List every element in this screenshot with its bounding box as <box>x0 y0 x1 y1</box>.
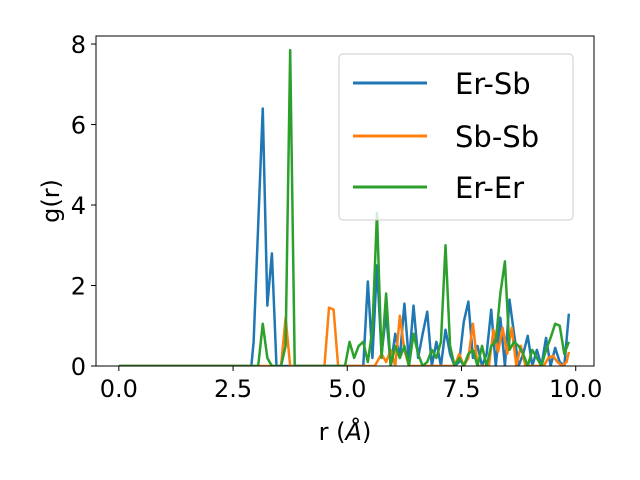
x-tick-label: 0.0 <box>100 375 138 403</box>
legend-label-er-er: Er-Er <box>455 171 524 205</box>
y-axis-label: g(r) <box>37 179 65 223</box>
x-tick-label: 7.5 <box>442 375 480 403</box>
y-tick-label: 8 <box>71 31 86 59</box>
y-tick-label: 6 <box>71 112 86 140</box>
legend: Er-Sb Sb-Sb Er-Er <box>338 53 574 221</box>
y-tick-label: 4 <box>71 192 86 220</box>
y-tick-label: 0 <box>71 353 86 381</box>
x-axis-label: r (Å) <box>319 417 372 446</box>
x-tick-label: 5.0 <box>328 375 366 403</box>
legend-box <box>338 53 574 221</box>
legend-label-sb-sb: Sb-Sb <box>455 120 539 154</box>
series-line-sb-sb <box>118 306 571 366</box>
legend-label-er-sb: Er-Sb <box>455 67 531 101</box>
x-tick-label: 10.0 <box>549 375 602 403</box>
axis-ticks: 0.0 2.5 5.0 7.5 10.0 0 2 4 6 8 <box>71 31 603 403</box>
x-tick-label: 2.5 <box>214 375 252 403</box>
y-tick-label: 2 <box>71 273 86 301</box>
series-line-er-er <box>118 48 571 366</box>
axes-frame <box>95 35 595 367</box>
plot-lines <box>118 48 571 366</box>
